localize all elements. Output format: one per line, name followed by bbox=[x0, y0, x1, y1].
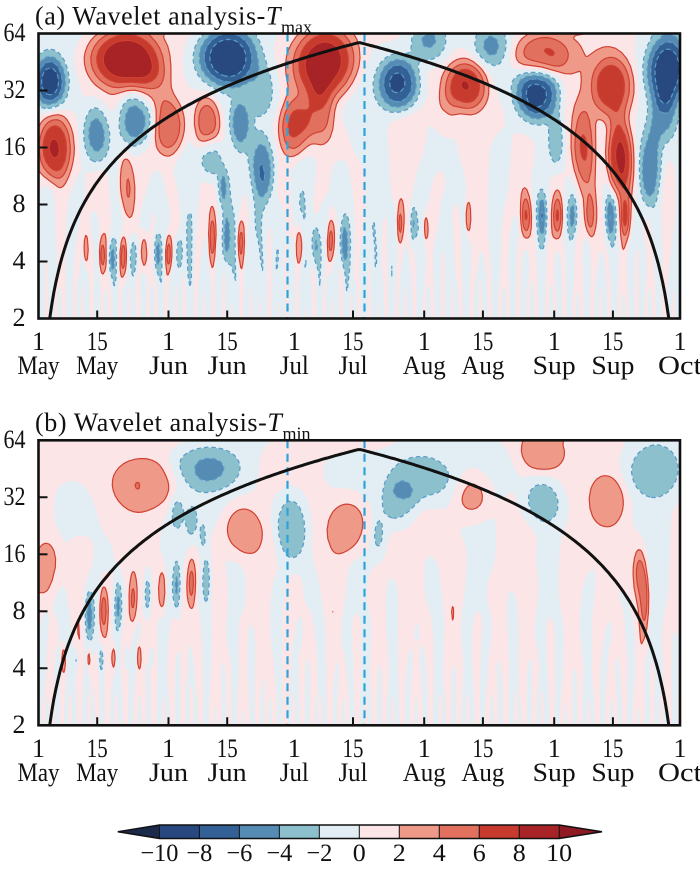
svg-text:1: 1 bbox=[162, 327, 175, 356]
svg-text:May: May bbox=[18, 351, 60, 380]
svg-text:Sup: Sup bbox=[591, 351, 634, 380]
svg-text:−6: −6 bbox=[226, 840, 252, 867]
svg-text:Jul: Jul bbox=[339, 758, 368, 787]
svg-text:1: 1 bbox=[418, 327, 431, 356]
svg-text:1: 1 bbox=[162, 734, 175, 763]
svg-text:8: 8 bbox=[13, 596, 26, 625]
svg-text:0: 0 bbox=[353, 840, 366, 867]
svg-text:May: May bbox=[76, 758, 118, 787]
svg-text:Jul: Jul bbox=[280, 351, 309, 380]
svg-text:1: 1 bbox=[674, 734, 687, 763]
svg-text:Aug: Aug bbox=[403, 758, 446, 787]
svg-text:−10: −10 bbox=[140, 840, 178, 867]
svg-text:1: 1 bbox=[548, 327, 561, 356]
svg-text:1: 1 bbox=[32, 327, 45, 356]
svg-text:1: 1 bbox=[32, 734, 45, 763]
svg-text:4: 4 bbox=[13, 246, 26, 275]
svg-text:4: 4 bbox=[13, 653, 26, 682]
svg-text:2: 2 bbox=[13, 710, 26, 739]
svg-text:15: 15 bbox=[87, 327, 108, 356]
svg-text:Sup: Sup bbox=[591, 758, 634, 787]
svg-text:Sup: Sup bbox=[533, 758, 576, 787]
svg-text:4: 4 bbox=[433, 840, 447, 867]
svg-text:15: 15 bbox=[472, 734, 493, 763]
svg-text:1: 1 bbox=[674, 327, 687, 356]
svg-text:Aug: Aug bbox=[461, 758, 504, 787]
svg-text:Aug: Aug bbox=[461, 351, 504, 380]
svg-text:64: 64 bbox=[4, 18, 26, 47]
svg-text:Jul: Jul bbox=[339, 351, 368, 380]
svg-text:32: 32 bbox=[4, 482, 26, 511]
svg-text:−4: −4 bbox=[266, 840, 292, 867]
svg-text:Sup: Sup bbox=[533, 351, 576, 380]
svg-text:15: 15 bbox=[217, 734, 238, 763]
svg-text:May: May bbox=[18, 758, 60, 787]
svg-text:2: 2 bbox=[13, 303, 26, 332]
svg-text:Jul: Jul bbox=[280, 758, 309, 787]
svg-text:2: 2 bbox=[393, 840, 406, 867]
svg-text:1: 1 bbox=[548, 734, 561, 763]
svg-text:Aug: Aug bbox=[403, 351, 446, 380]
svg-text:Oct: Oct bbox=[658, 758, 700, 787]
svg-text:8: 8 bbox=[513, 840, 526, 867]
svg-text:15: 15 bbox=[343, 327, 364, 356]
svg-text:15: 15 bbox=[87, 734, 108, 763]
svg-text:Jun: Jun bbox=[208, 351, 247, 380]
svg-text:15: 15 bbox=[343, 734, 364, 763]
svg-text:−2: −2 bbox=[306, 840, 332, 867]
svg-text:1: 1 bbox=[418, 734, 431, 763]
svg-text:16: 16 bbox=[4, 539, 26, 568]
svg-text:May: May bbox=[76, 351, 118, 380]
svg-text:−8: −8 bbox=[186, 840, 212, 867]
svg-text:15: 15 bbox=[472, 327, 493, 356]
svg-text:Jun: Jun bbox=[149, 758, 188, 787]
svg-text:32: 32 bbox=[4, 75, 26, 104]
svg-text:16: 16 bbox=[4, 132, 26, 161]
svg-text:15: 15 bbox=[602, 734, 623, 763]
svg-text:15: 15 bbox=[602, 327, 623, 356]
svg-text:1: 1 bbox=[288, 734, 301, 763]
svg-text:10: 10 bbox=[546, 840, 572, 867]
svg-text:Jun: Jun bbox=[208, 758, 247, 787]
svg-text:8: 8 bbox=[13, 189, 26, 218]
svg-text:Jun: Jun bbox=[149, 351, 188, 380]
svg-text:64: 64 bbox=[4, 425, 26, 454]
svg-text:6: 6 bbox=[473, 840, 486, 867]
svg-text:1: 1 bbox=[288, 327, 301, 356]
svg-text:Oct: Oct bbox=[658, 351, 700, 380]
svg-text:15: 15 bbox=[217, 327, 238, 356]
